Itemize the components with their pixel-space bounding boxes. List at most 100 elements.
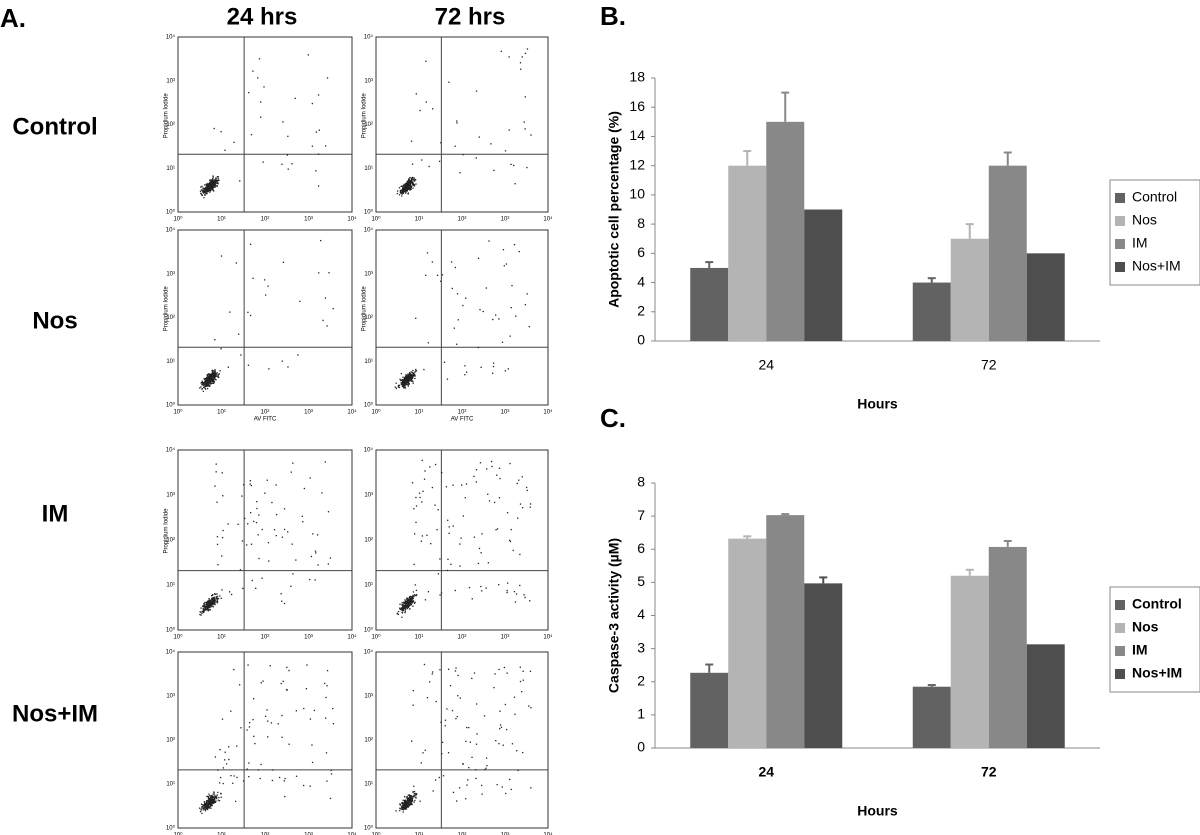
event-dot xyxy=(252,718,254,721)
event-dot xyxy=(403,183,405,186)
event-dot xyxy=(400,608,402,611)
event-dot xyxy=(227,366,229,368)
event-dot xyxy=(523,121,525,123)
event-dot xyxy=(215,182,217,184)
event-dot xyxy=(404,610,407,613)
event-dot xyxy=(210,796,213,798)
event-dot xyxy=(407,794,410,796)
event-dot xyxy=(401,808,403,810)
event-dot xyxy=(256,501,258,503)
event-dot xyxy=(204,193,206,196)
event-dot xyxy=(525,486,528,489)
event-dot xyxy=(312,533,314,535)
event-dot xyxy=(408,374,410,377)
event-dot xyxy=(261,528,263,531)
event-dot xyxy=(284,777,286,780)
event-dot xyxy=(412,689,414,692)
event-dot xyxy=(207,191,209,193)
event-dot xyxy=(206,609,209,611)
event-dot xyxy=(212,802,214,804)
event-dot xyxy=(471,598,473,600)
event-dot xyxy=(410,373,412,376)
event-dot xyxy=(404,185,406,187)
event-dot xyxy=(218,179,220,182)
event-dot xyxy=(254,742,256,745)
event-dot xyxy=(411,180,413,183)
event-dot xyxy=(208,604,211,607)
event-dot xyxy=(327,511,330,513)
y-tick-label: 8 xyxy=(637,215,645,231)
event-dot xyxy=(406,606,408,609)
event-dot xyxy=(224,751,226,753)
flow-tick-label: 10¹ xyxy=(217,217,226,223)
event-dot xyxy=(209,385,211,388)
event-dot xyxy=(204,806,206,809)
event-dot xyxy=(209,379,212,381)
event-dot xyxy=(465,371,468,373)
event-dot xyxy=(428,681,431,683)
event-dot xyxy=(203,605,206,607)
event-dot xyxy=(432,671,434,673)
event-dot xyxy=(209,180,211,182)
event-dot xyxy=(421,501,423,503)
event-dot xyxy=(438,160,441,162)
event-dot xyxy=(457,695,459,697)
event-dot xyxy=(204,384,207,386)
event-dot xyxy=(431,261,434,263)
event-dot xyxy=(271,501,273,504)
event-dot xyxy=(208,798,210,800)
event-dot xyxy=(288,743,290,745)
event-dot xyxy=(214,374,217,376)
event-dot xyxy=(299,300,301,303)
event-dot xyxy=(204,388,207,390)
event-dot xyxy=(250,484,253,487)
event-dot xyxy=(216,595,219,598)
event-dot xyxy=(412,600,415,602)
event-dot xyxy=(208,384,210,386)
event-dot xyxy=(205,383,207,385)
event-dot xyxy=(414,371,416,373)
event-dot xyxy=(217,564,219,566)
event-dot xyxy=(311,102,313,105)
event-dot xyxy=(459,565,461,567)
event-dot xyxy=(285,688,288,691)
event-dot xyxy=(294,97,296,99)
event-dot xyxy=(202,390,204,393)
event-dot xyxy=(443,361,446,363)
event-dot xyxy=(403,802,405,805)
event-dot xyxy=(403,384,405,386)
event-dot xyxy=(510,788,512,791)
event-dot xyxy=(413,796,415,798)
event-dot xyxy=(211,184,213,186)
event-dot xyxy=(481,590,483,592)
event-dot xyxy=(401,381,404,384)
event-dot xyxy=(249,512,252,514)
event-dot xyxy=(292,573,294,575)
event-dot xyxy=(407,797,409,800)
flow-tick-label: 10⁰ xyxy=(371,409,381,416)
event-dot xyxy=(287,135,289,138)
event-dot xyxy=(399,608,401,610)
event-dot xyxy=(203,192,205,194)
event-dot xyxy=(214,798,216,800)
event-dot xyxy=(260,763,262,766)
event-dot xyxy=(272,769,274,771)
event-dot xyxy=(266,479,268,481)
event-dot xyxy=(303,707,305,710)
event-dot xyxy=(332,707,334,710)
event-dot xyxy=(418,492,421,494)
event-dot xyxy=(266,709,268,711)
event-dot xyxy=(199,387,201,389)
event-dot xyxy=(404,603,407,605)
event-dot xyxy=(406,806,408,808)
event-dot xyxy=(402,804,404,807)
event-dot xyxy=(505,792,507,795)
event-dot xyxy=(207,183,209,185)
event-dot xyxy=(408,794,411,796)
event-dot xyxy=(406,802,409,805)
event-dot xyxy=(408,188,410,191)
event-dot xyxy=(401,602,403,604)
event-dot xyxy=(401,611,403,613)
event-dot xyxy=(209,189,211,191)
